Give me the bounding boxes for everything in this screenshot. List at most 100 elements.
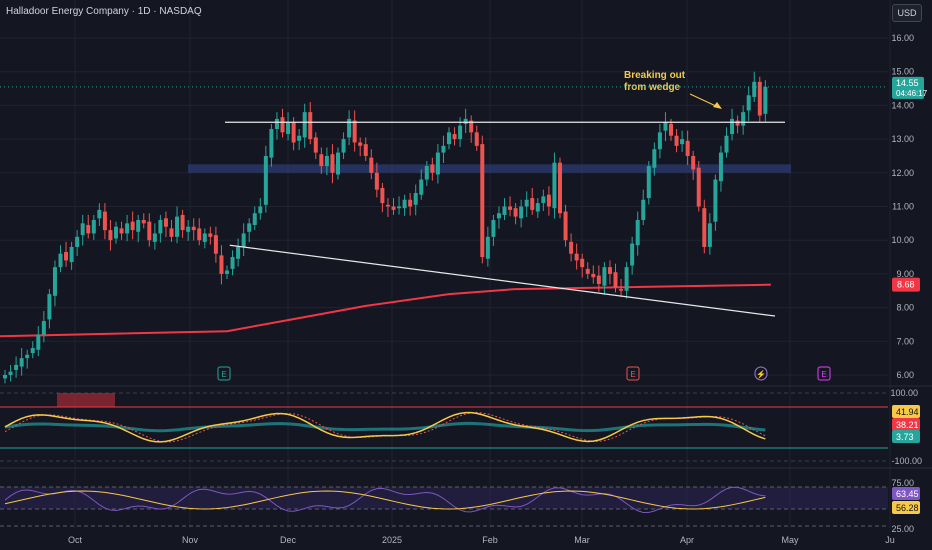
candle-body <box>119 228 124 234</box>
candle-body <box>8 371 13 375</box>
candle-body <box>669 123 673 136</box>
candle-body <box>52 267 57 296</box>
y-tick-label: 10.00 <box>891 235 914 245</box>
candle-body <box>91 219 96 234</box>
annotation-arrow <box>689 93 719 108</box>
candle-body <box>158 219 163 234</box>
event-marker-label: ⚡ <box>756 369 766 379</box>
annotation-text: Breaking out <box>624 70 686 81</box>
candle-body <box>524 199 529 207</box>
candle-body <box>413 193 418 205</box>
candle-body <box>496 213 501 219</box>
x-tick-label: Mar <box>574 535 590 545</box>
candle-body <box>36 334 41 350</box>
candle-body <box>646 166 651 199</box>
candle-body <box>519 206 524 219</box>
candle-body <box>607 267 612 274</box>
candle-body <box>358 142 363 146</box>
event-marker <box>217 366 231 381</box>
candle-body <box>247 223 252 232</box>
candle-body <box>108 230 113 241</box>
currency-button[interactable]: USD <box>892 4 922 22</box>
candle-body <box>596 275 601 285</box>
osc-value-label: 38.21 <box>896 420 919 430</box>
candle-body <box>691 155 696 170</box>
candle-body <box>613 272 618 288</box>
candle-body <box>585 268 590 274</box>
osc-value-label: 41.94 <box>896 407 919 417</box>
candle-body <box>269 128 274 158</box>
osc-overbought-zone <box>57 393 115 407</box>
candle-body <box>75 236 80 247</box>
candle-body <box>402 199 407 209</box>
candle-body <box>130 221 135 231</box>
candle-body <box>419 179 424 195</box>
event-marker <box>754 366 768 381</box>
candle-body <box>202 233 207 242</box>
osc-histogram <box>4 421 766 433</box>
candle-body <box>152 233 157 242</box>
x-tick-label: 2025 <box>382 535 402 545</box>
candle-body <box>147 221 152 241</box>
candle-body <box>408 199 413 207</box>
ma-price-label: 8.68 <box>897 280 915 290</box>
candle-body <box>163 218 168 227</box>
osc-y-tick: 100.00 <box>890 388 918 398</box>
y-tick-label: 14.00 <box>891 100 914 110</box>
y-tick-label: 15.00 <box>891 67 914 77</box>
candle-body <box>397 206 402 209</box>
y-tick-label: 9.00 <box>896 269 914 279</box>
rsi-ma-value-tag <box>892 501 920 514</box>
candle-body <box>530 198 535 210</box>
candle-body <box>435 152 440 175</box>
candle-body <box>674 135 679 146</box>
candle-body <box>685 140 690 156</box>
candle-body <box>735 120 740 126</box>
candle-body <box>47 294 52 320</box>
candle-body <box>447 132 451 145</box>
candle-body <box>3 375 7 379</box>
x-tick-label: Feb <box>482 535 498 545</box>
candle-body <box>508 206 513 210</box>
candle-body <box>180 214 185 231</box>
candle-body <box>641 199 646 220</box>
candle-body <box>97 209 102 219</box>
candle-body <box>41 321 46 335</box>
candle-body <box>141 219 146 224</box>
event-marker-label: E <box>821 370 826 379</box>
candle-body <box>752 81 757 97</box>
candle-body <box>208 233 213 237</box>
x-tick-label: Dec <box>280 535 297 545</box>
candle-body <box>169 228 174 237</box>
event-marker-label: E <box>221 370 226 379</box>
candle-body <box>297 135 302 141</box>
candle-body <box>69 246 74 263</box>
osc-value-tag <box>892 418 920 431</box>
candle-body <box>347 118 352 138</box>
candle-body <box>213 235 218 254</box>
event-marker <box>817 366 831 381</box>
candle-body <box>219 255 224 274</box>
candle-body <box>424 166 429 180</box>
candle-body <box>707 223 712 247</box>
candle-body <box>580 258 585 268</box>
candle-body <box>319 154 324 167</box>
candle-body <box>541 196 546 204</box>
candle-body <box>86 225 91 234</box>
candle-body <box>230 257 235 269</box>
candle-body <box>186 226 191 232</box>
rsi-line <box>4 486 766 513</box>
candle-body <box>236 246 241 259</box>
candle-body <box>724 135 729 153</box>
x-tick-label: Ju <box>885 535 895 545</box>
x-tick-label: Oct <box>68 535 83 545</box>
current-price-label: 14.55 <box>896 78 919 88</box>
candle-body <box>225 270 229 274</box>
candle-body <box>713 179 718 222</box>
y-tick-label: 13.00 <box>891 134 914 144</box>
candle-body <box>25 354 30 359</box>
candle-body <box>458 125 463 140</box>
candle-body <box>558 162 562 214</box>
candle-body <box>574 253 579 261</box>
